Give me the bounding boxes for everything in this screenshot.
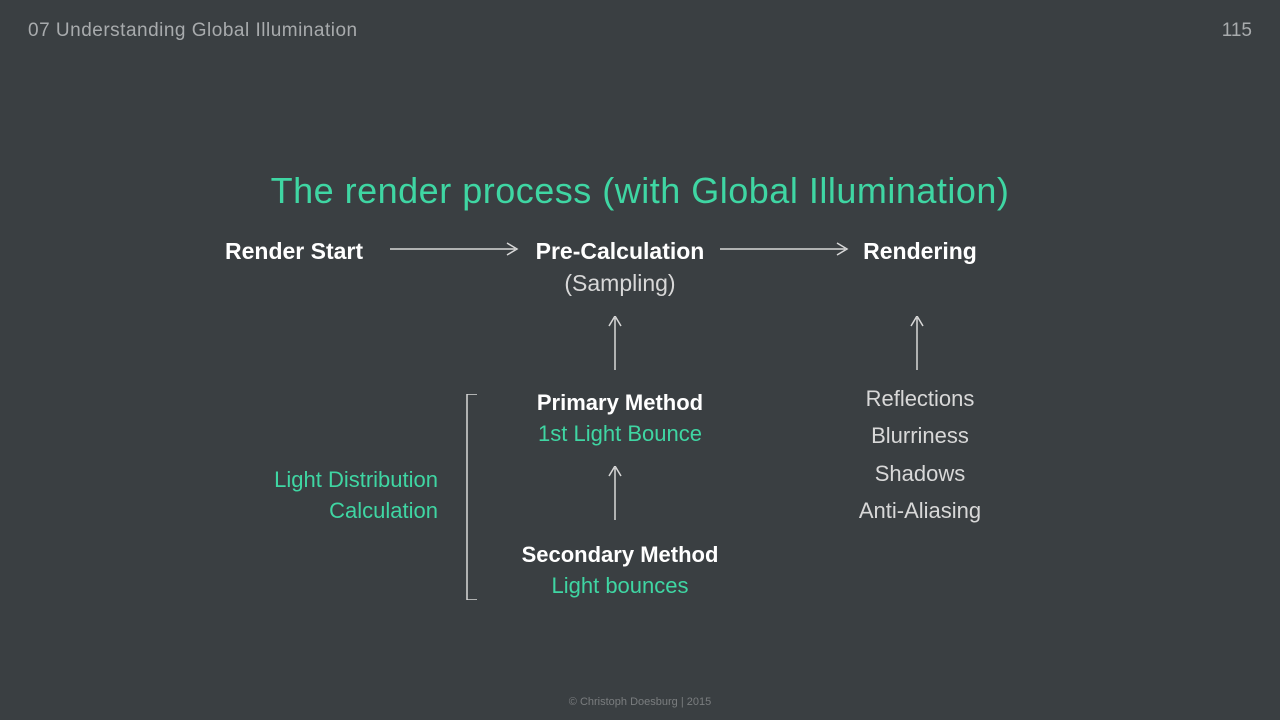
slide-footer: © Christoph Doesburg | 2015 [0, 696, 1280, 708]
light-dist-line2: Calculation [138, 496, 438, 527]
rendering-attr-shadows: Shadows [770, 455, 1070, 492]
rendering-attr-reflections: Reflections [770, 380, 1070, 417]
secondary-method-sub: Light bounces [470, 571, 770, 602]
secondary-method: Secondary Method Light bounces [470, 540, 770, 602]
rendering-attr-antialiasing: Anti-Aliasing [770, 492, 1070, 529]
stage-render-start: Render Start [225, 235, 363, 267]
rendering-attr-blurriness: Blurriness [770, 417, 1070, 454]
stage-precalc-sub: (Sampling) [470, 267, 770, 299]
light-dist-line1: Light Distribution [138, 465, 438, 496]
light-distribution-label: Light Distribution Calculation [138, 465, 438, 527]
slide-title: The render process (with Global Illumina… [0, 170, 1280, 212]
page-number: 115 [1222, 20, 1252, 42]
arrow-right-icon [390, 241, 527, 257]
bracket-icon [465, 394, 481, 600]
rendering-attributes: Reflections Blurriness Shadows Anti-Alia… [770, 380, 1070, 530]
arrow-up-icon [607, 466, 623, 530]
primary-method: Primary Method 1st Light Bounce [470, 388, 770, 450]
arrow-right-icon [720, 241, 857, 257]
primary-method-title: Primary Method [470, 388, 770, 419]
header-title: 07 Understanding Global Illumination [28, 20, 358, 42]
secondary-method-title: Secondary Method [470, 540, 770, 571]
primary-method-sub: 1st Light Bounce [470, 419, 770, 450]
arrow-up-icon [607, 316, 623, 380]
arrow-up-icon [909, 316, 925, 380]
